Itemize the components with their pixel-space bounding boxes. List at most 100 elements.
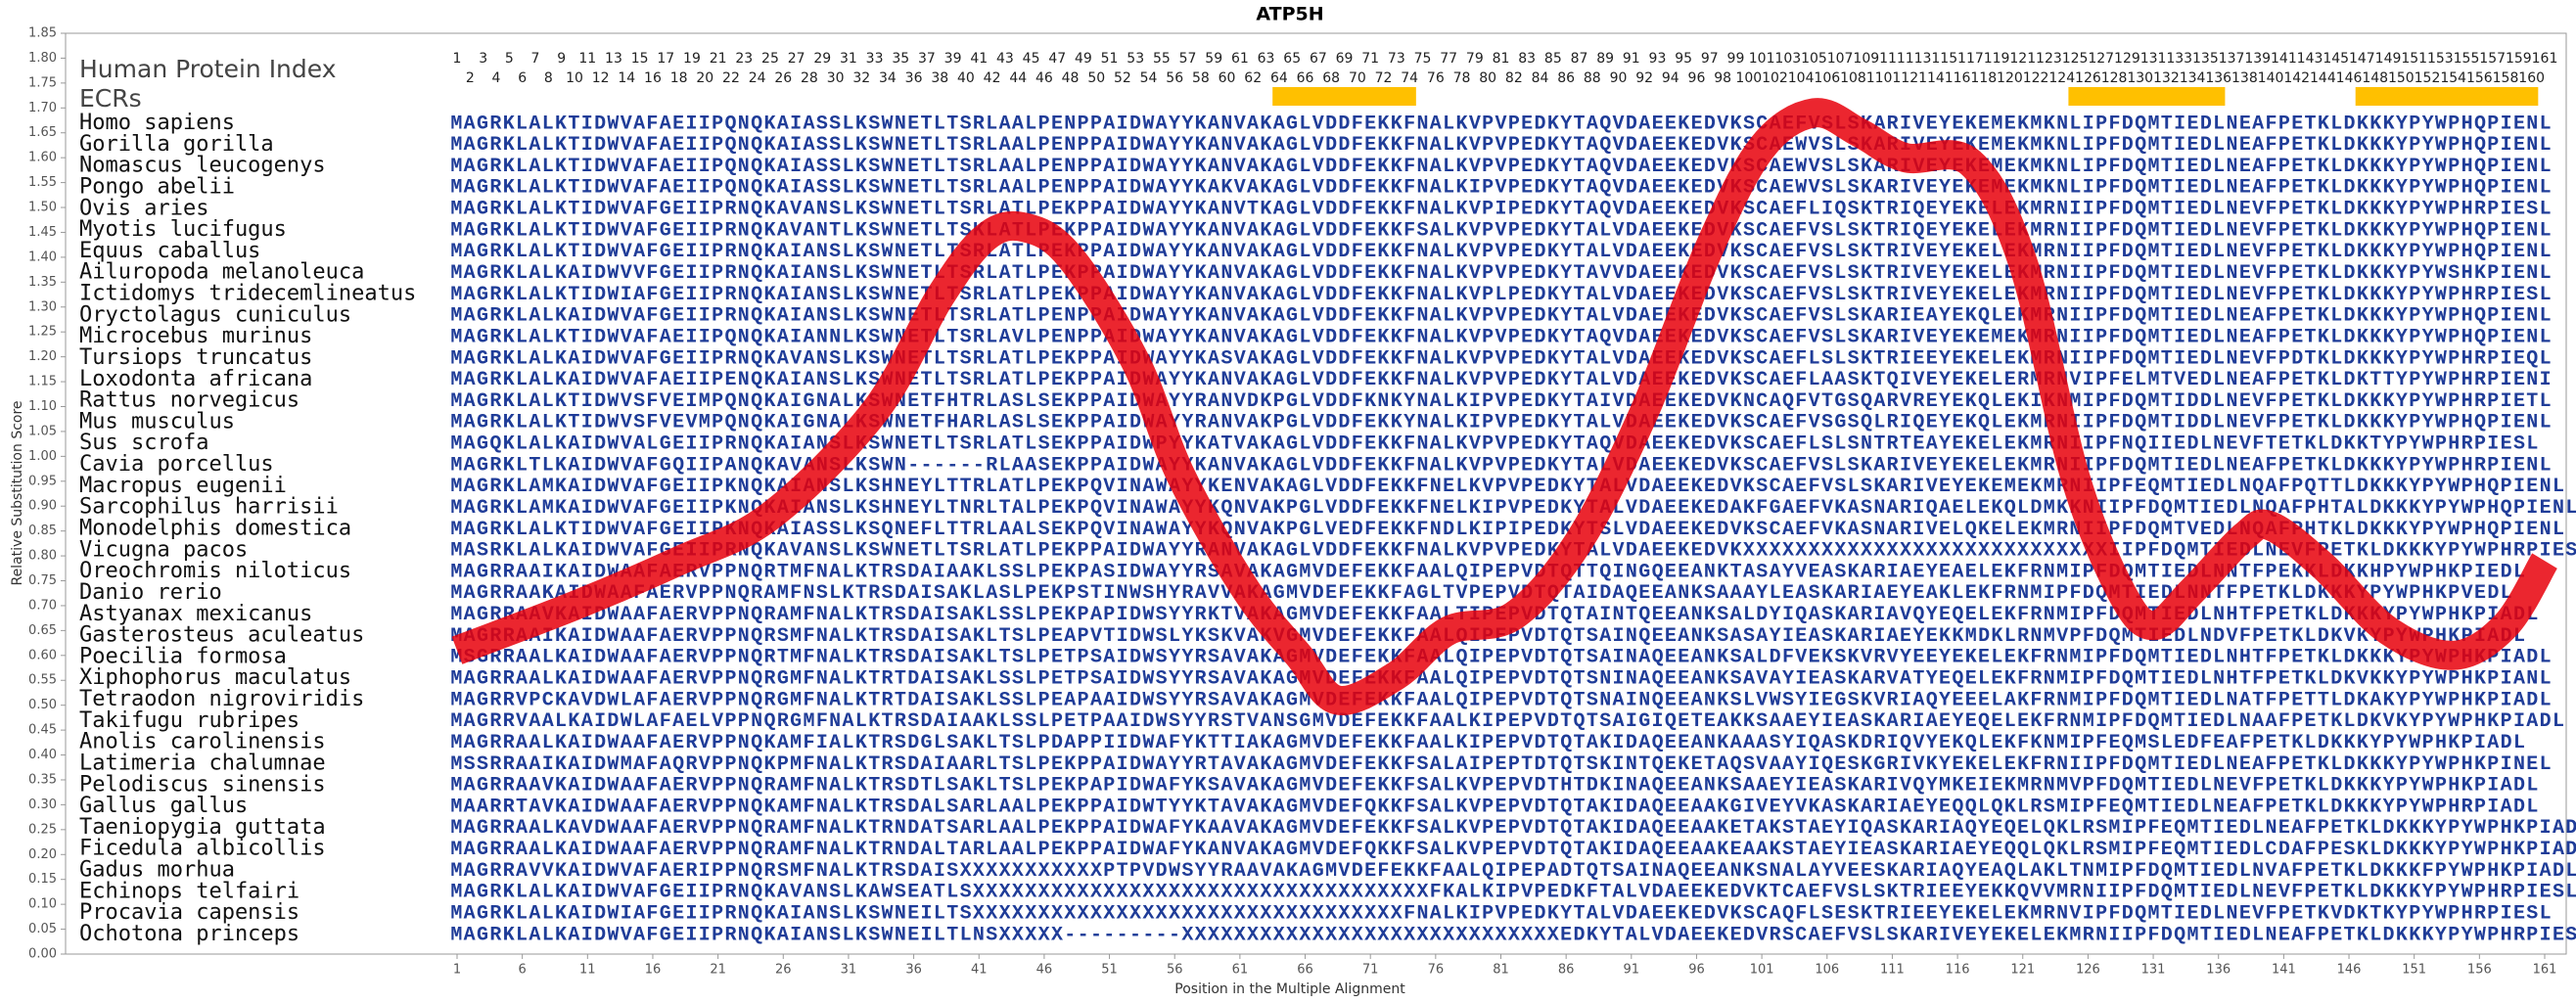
y-tick-label: 1.00 (28, 449, 57, 464)
position-number: 70 (1349, 70, 1366, 86)
position-number: 99 (1727, 51, 1745, 67)
species-name: Tursiops truncatus (79, 345, 312, 370)
position-number: 101 (1749, 51, 1775, 67)
position-number: 3 (479, 51, 487, 67)
position-number: 32 (852, 70, 870, 86)
position-number: 109 (1853, 51, 1879, 67)
sequence: MAARRTAVKAIDWAAFAERVPPNQKAMFNALKTRSDALSA… (450, 796, 2538, 818)
position-number: 9 (557, 51, 566, 67)
sequence: MAGQKLALKAIDWVALGEIIPRNQKAIANSLKSWNETLTS… (450, 433, 2538, 456)
position-number: 125 (2062, 51, 2089, 67)
y-tick-label: 0.75 (28, 573, 57, 588)
position-number: 96 (1688, 70, 1706, 86)
position-number: 118 (1970, 70, 1997, 86)
position-number: 124 (2048, 70, 2075, 86)
position-number: 157 (2479, 51, 2506, 67)
position-number: 86 (1557, 70, 1575, 86)
position-number: 107 (1827, 51, 1854, 67)
y-tick-label: 1.60 (28, 151, 57, 165)
position-number: 22 (722, 70, 740, 86)
x-tick-label: 21 (710, 963, 726, 978)
x-tick-label: 6 (519, 963, 527, 978)
x-tick-label: 46 (1036, 963, 1053, 978)
position-number: 28 (801, 70, 818, 86)
y-tick-label: 1.15 (28, 375, 57, 389)
position-number: 146 (2336, 70, 2363, 86)
y-tick-label: 0.25 (28, 822, 57, 837)
species-name: Myotis lucifugus (79, 217, 287, 242)
species-name: Vicugna pacos (79, 537, 248, 562)
position-number: 67 (1310, 51, 1327, 67)
track-label: ECRs (79, 84, 142, 113)
sequence: MAGRKLALKTIDWVSFVEIMPQNQKAIGNALKSWNETFHT… (450, 390, 2551, 413)
position-number: 127 (2088, 51, 2114, 67)
position-number: 102 (1762, 70, 1788, 86)
x-axis-title: Position in the Multiple Alignment (1174, 981, 1405, 997)
position-number: 148 (2362, 70, 2388, 86)
plot-frame (65, 32, 2567, 955)
position-number: 24 (749, 70, 766, 86)
species-name: Ailuropoda melanoleuca (79, 260, 364, 285)
position-number: 153 (2427, 51, 2454, 67)
species-name: Procavia capensis (79, 900, 299, 925)
y-tick-label: 0.15 (28, 872, 57, 887)
position-number: 37 (918, 51, 936, 67)
position-number: 14 (618, 70, 635, 86)
position-number: 90 (1610, 70, 1628, 86)
species-name: Ficedula albicollis (79, 837, 326, 861)
position-number: 161 (2532, 51, 2558, 67)
y-tick-label: 0.30 (28, 798, 57, 812)
y-tick-label: 0.60 (28, 648, 57, 662)
position-number: 112 (1892, 70, 1918, 86)
position-number: 108 (1840, 70, 1866, 86)
position-number: 122 (2023, 70, 2049, 86)
x-tick-label: 11 (579, 963, 596, 978)
position-number: 68 (1322, 70, 1340, 86)
position-number: 129 (2114, 51, 2140, 67)
position-number: 121 (2009, 51, 2036, 67)
species-name: Ovis aries (79, 196, 208, 220)
x-tick-label: 16 (645, 963, 662, 978)
position-number: 119 (1984, 51, 2010, 67)
position-number: 60 (1219, 70, 1236, 86)
sequence: MAGRKLALKTIDWVAFGEIIPKNQKAIASSLKSQNEFLTT… (450, 519, 2564, 541)
sequence: MAGRRAALKAIDWAAFAERVPPNQRGMFNALKTRTDAISA… (450, 667, 2551, 690)
species-name: Tetraodon nigroviridis (79, 687, 364, 711)
position-number: 152 (2415, 70, 2441, 86)
x-tick-label: 66 (1297, 963, 1313, 978)
position-number: 100 (1735, 70, 1762, 86)
species-name: Rattus norvegicus (79, 388, 299, 413)
position-number: 82 (1505, 70, 1523, 86)
position-number: 63 (1258, 51, 1275, 67)
position-number: 160 (2518, 70, 2545, 86)
sequence: MAGRKLALKTIDWVAFAEIIPQNQKAIASSLKSWNETLTS… (450, 156, 2551, 178)
sequence: MAGRKLALKTIDWVAFGEIIPRNQKAIANSLKSWNETLTS… (450, 241, 2551, 263)
sequence: MAGRKLALKTIDWIAFGEIIPRNQKAIANSLKSWNETLTS… (450, 284, 2551, 306)
sequence: MAGRRAVVKAIDWVAFAERIPPNQRSMFNALKTRSDAISX… (450, 860, 2576, 883)
x-tick-label: 116 (1946, 963, 1970, 978)
position-number: 40 (957, 70, 975, 86)
y-tick-label: 0.10 (28, 897, 57, 912)
position-number: 18 (670, 70, 688, 86)
position-number: 48 (1062, 70, 1080, 86)
position-number: 141 (2271, 51, 2297, 67)
sequence: MAGRKLALKAIDWVAFAEIIPENQKAIANSLKSWNETLTS… (450, 369, 2551, 391)
position-number: 92 (1635, 70, 1653, 86)
species-name: Microcebus murinus (79, 324, 312, 348)
y-tick-label: 1.25 (28, 325, 57, 340)
x-tick-label: 61 (1232, 963, 1249, 978)
y-tick-label: 0.80 (28, 549, 57, 564)
position-number: 120 (1997, 70, 2023, 86)
species-name: Homo sapiens (79, 111, 235, 135)
sequence: MAGRRVAALKAIDWLAFAELVPPNQRGMFNALKTRSDAIA… (450, 710, 2564, 733)
position-number: 80 (1479, 70, 1496, 86)
position-number: 7 (531, 51, 540, 67)
species-name: Monodelphis domestica (79, 517, 351, 541)
species-name: Echinops telfairi (79, 879, 299, 903)
position-number: 134 (2180, 70, 2206, 86)
y-tick-label: 0.35 (28, 772, 57, 787)
position-number: 144 (2310, 70, 2336, 86)
position-number: 138 (2231, 70, 2258, 86)
track-label: Human Protein Index (79, 55, 337, 83)
position-number: 111 (1879, 51, 1906, 67)
